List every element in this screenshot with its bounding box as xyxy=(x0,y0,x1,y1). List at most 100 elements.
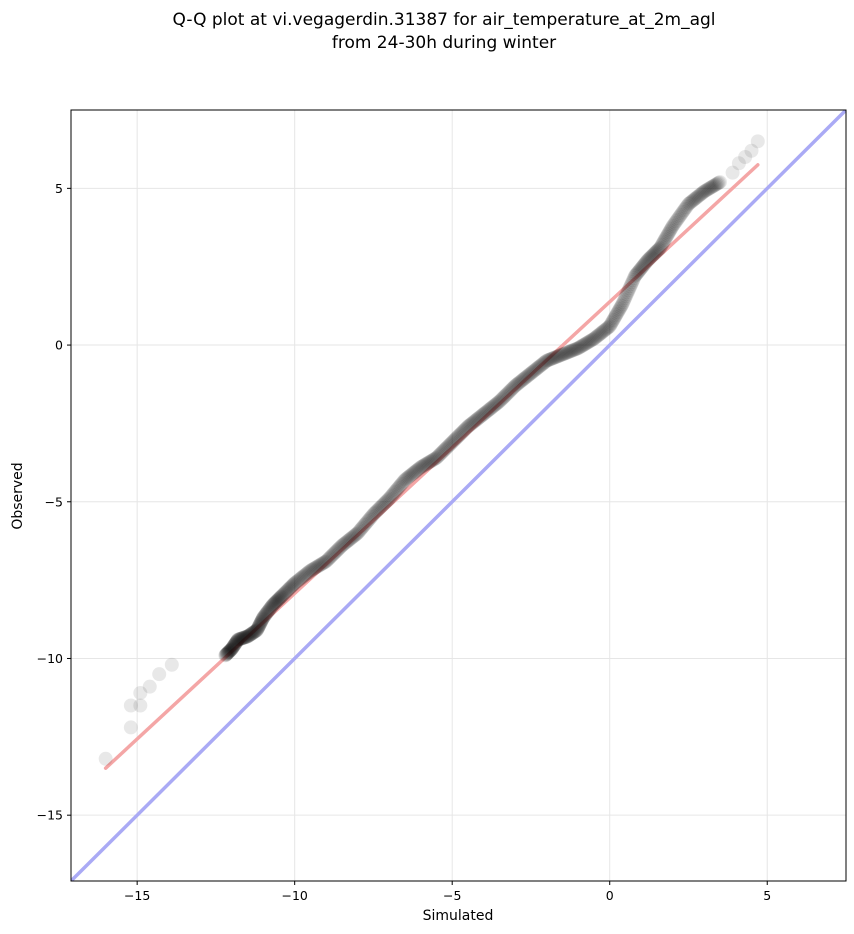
scatter-point xyxy=(546,351,561,366)
scatter-point xyxy=(638,255,653,270)
scatter-point xyxy=(164,657,179,672)
scatter-point xyxy=(696,185,711,200)
scatter-point xyxy=(377,496,392,511)
scatter-point xyxy=(632,263,647,278)
scatter-point xyxy=(259,606,274,621)
scatter-point xyxy=(579,336,594,351)
scatter-point xyxy=(517,371,532,386)
scatter-point xyxy=(485,399,500,414)
scatter-point xyxy=(433,446,448,461)
scatter-point xyxy=(277,586,292,601)
scatter-point xyxy=(260,604,275,619)
scatter-point xyxy=(548,350,563,365)
scatter-point xyxy=(360,514,375,529)
scatter-point xyxy=(453,427,468,442)
scatter-point xyxy=(645,248,660,263)
scatter-point xyxy=(273,590,288,605)
scatter-point xyxy=(220,646,235,661)
scatter-point xyxy=(342,532,357,547)
scatter-point xyxy=(555,347,570,362)
x-tick-label: −10 xyxy=(281,888,307,903)
scatter-point xyxy=(284,579,299,594)
scatter-point xyxy=(343,531,358,546)
scatter-point xyxy=(283,580,298,595)
scatter-point xyxy=(235,631,250,646)
scatter-point xyxy=(258,607,273,622)
scatter-point xyxy=(133,698,148,713)
scatter-point xyxy=(463,417,478,432)
scatter-point xyxy=(599,321,614,336)
scatter-point xyxy=(595,324,610,339)
scatter-point xyxy=(225,640,240,655)
scatter-point xyxy=(386,486,401,501)
scatter-point xyxy=(316,555,331,570)
scatter-point xyxy=(451,428,466,443)
scatter-point xyxy=(413,460,428,475)
scatter-point xyxy=(336,537,351,552)
scatter-point xyxy=(611,303,626,318)
scatter-point xyxy=(432,447,447,462)
scatter-point xyxy=(553,348,568,363)
scatter-point xyxy=(248,624,263,639)
scatter-point xyxy=(597,323,612,338)
scatter-point xyxy=(142,679,157,694)
scatter-point xyxy=(301,565,316,580)
scatter-point xyxy=(262,601,277,616)
scatter-point xyxy=(257,608,272,623)
scatter-point xyxy=(514,373,529,388)
scatter-point xyxy=(225,641,240,656)
plot-marks xyxy=(71,110,846,881)
scatter-point xyxy=(223,642,238,657)
scatter-point xyxy=(627,271,642,286)
x-tick-label: 0 xyxy=(606,888,614,903)
scatter-point xyxy=(442,437,457,452)
scatter-point xyxy=(376,497,391,512)
scatter-point xyxy=(571,341,586,356)
scatter-point xyxy=(241,629,256,644)
scatter-point xyxy=(667,215,682,230)
scatter-point xyxy=(293,571,308,586)
scatter-point xyxy=(471,411,486,426)
scatter-point xyxy=(404,467,419,482)
scatter-point xyxy=(665,218,680,233)
scatter-point xyxy=(448,431,463,446)
scatter-point xyxy=(669,214,684,229)
scatter-point xyxy=(501,385,516,400)
scatter-point xyxy=(236,630,251,645)
scatter-point xyxy=(221,644,236,659)
scatter-point xyxy=(610,305,625,320)
scatter-point xyxy=(581,335,596,350)
scatter-point xyxy=(653,240,668,255)
scatter-point xyxy=(648,245,663,260)
scatter-point xyxy=(249,623,264,638)
scatter-point xyxy=(656,234,671,249)
scatter-point xyxy=(616,295,631,310)
scatter-point xyxy=(252,618,267,633)
scatter-point xyxy=(683,195,698,210)
scatter-point xyxy=(519,369,534,384)
scatter-point xyxy=(369,503,384,518)
scatter-point xyxy=(659,229,674,244)
scatter-point xyxy=(219,646,234,661)
scatter-point xyxy=(396,474,411,489)
scatter-point xyxy=(482,402,497,417)
scatter-point xyxy=(671,211,686,226)
scatter-point xyxy=(384,488,399,503)
y-tick-label: 5 xyxy=(55,181,63,196)
scatter-point xyxy=(635,260,650,275)
scatter-point xyxy=(418,457,433,472)
scatter-point xyxy=(428,451,443,466)
scatter-point xyxy=(664,220,679,235)
scatter-point xyxy=(228,636,243,651)
scatter-point xyxy=(393,478,408,493)
scatter-point xyxy=(562,344,577,359)
scatter-point xyxy=(583,333,598,348)
scatter-point xyxy=(625,275,640,290)
scatter-point xyxy=(229,634,244,649)
scatter-point xyxy=(487,398,502,413)
scatter-point xyxy=(689,190,704,205)
scatter-point xyxy=(531,360,546,374)
y-axis-label: Observed xyxy=(10,462,26,529)
scatter-point xyxy=(570,341,585,356)
scatter-point xyxy=(678,201,693,216)
